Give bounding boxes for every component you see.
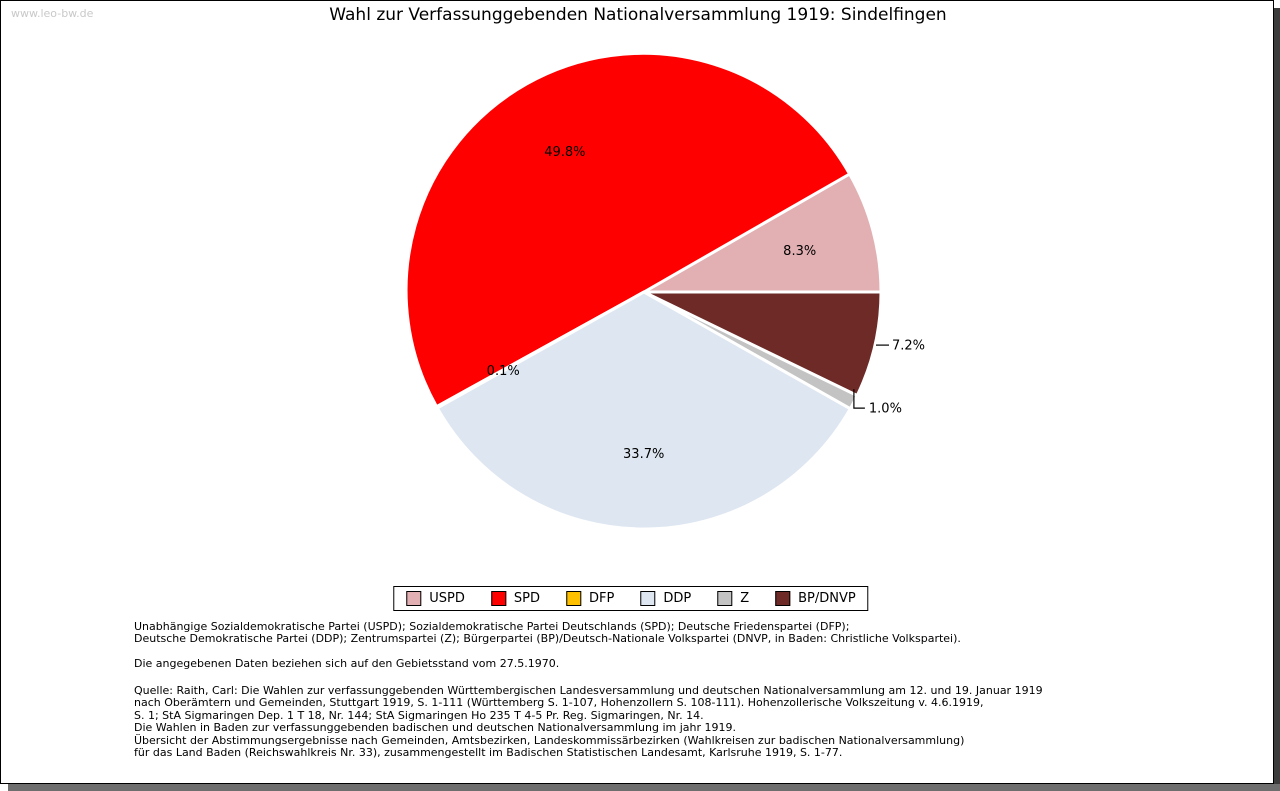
watermark: www.leo-bw.de [11, 7, 94, 20]
pie-label-dfp: 0.1% [487, 364, 520, 379]
footnote-data-note: Die angegebenen Daten beziehen sich auf … [134, 657, 560, 670]
pie-label-ddp: 33.7% [623, 447, 664, 462]
legend-item-bp-dnvp: BP/DNVP [775, 591, 856, 606]
legend-swatch-dfp [566, 591, 582, 606]
footnote-line: Deutsche Demokratische Partei (DDP); Zen… [134, 632, 961, 646]
frame-shadow-bottom [8, 784, 1280, 791]
pie-chart: 8.3% 49.8% 0.1% 33.7% 1.0% 7.2% [404, 51, 925, 531]
legend-item-spd: SPD [490, 591, 541, 606]
legend-label-ddp: DDP [663, 591, 692, 606]
legend-label-uspd: USPD [429, 591, 465, 606]
legend-swatch-spd [490, 591, 506, 606]
legend-label-spd: SPD [513, 591, 541, 606]
legend-item-dfp: DFP [566, 591, 614, 606]
legend-label-z: Z [740, 591, 750, 606]
legend-item-ddp: DDP [640, 591, 691, 606]
footnote-source: Quelle: Raith, Carl: Die Wahlen zur verf… [134, 684, 1043, 760]
footnote-line: nach Oberämtern und Gemeinden, Stuttgart… [134, 696, 984, 710]
page-title: Wahl zur Verfassunggebenden Nationalvers… [329, 5, 947, 25]
chart-legend: USPD SPD DFP DDP Z BP/DNVP [393, 586, 869, 611]
pie-label-bp-dnvp: 7.2% [892, 339, 925, 354]
pie-slice-uspd [638, 171, 883, 294]
footnote-line: S. 1; StA Sigmaringen Dep. 1 T 18, Nr. 1… [134, 708, 704, 722]
pie-slice-bp-dnvp [643, 290, 883, 398]
legend-swatch-ddp [640, 591, 656, 606]
footnote-parties: Unabhängige Sozialdemokratische Partei (… [134, 620, 961, 646]
legend-swatch-z [717, 591, 733, 606]
pie-label-spd: 49.8% [544, 145, 585, 160]
pie-label-z-leader [853, 389, 865, 409]
pie-slice-spd [404, 51, 852, 409]
legend-item-uspd: USPD [406, 591, 465, 606]
legend-label-bp-dnvp: BP/DNVP [798, 591, 856, 606]
footnote-line: Übersicht der Abstimmungsergebnisse nach… [134, 733, 965, 747]
footnote-line: Die Wahlen in Baden zur verfassunggebend… [134, 721, 737, 735]
footnote-line: Unabhängige Sozialdemokratische Partei (… [134, 620, 850, 633]
footnote-line: Quelle: Raith, Carl: Die Wahlen zur verf… [134, 684, 1043, 697]
legend-swatch-bp-dnvp [775, 591, 791, 606]
frame-shadow-right [1274, 8, 1280, 784]
legend-label-dfp: DFP [589, 591, 615, 606]
pie-label-uspd: 8.3% [783, 244, 816, 259]
legend-swatch-uspd [406, 591, 422, 606]
legend-item-z: Z [717, 591, 749, 606]
pie-label-z: 1.0% [869, 402, 902, 417]
footnote-line: für das Land Baden (Reichswahlkreis Nr. … [134, 746, 843, 760]
